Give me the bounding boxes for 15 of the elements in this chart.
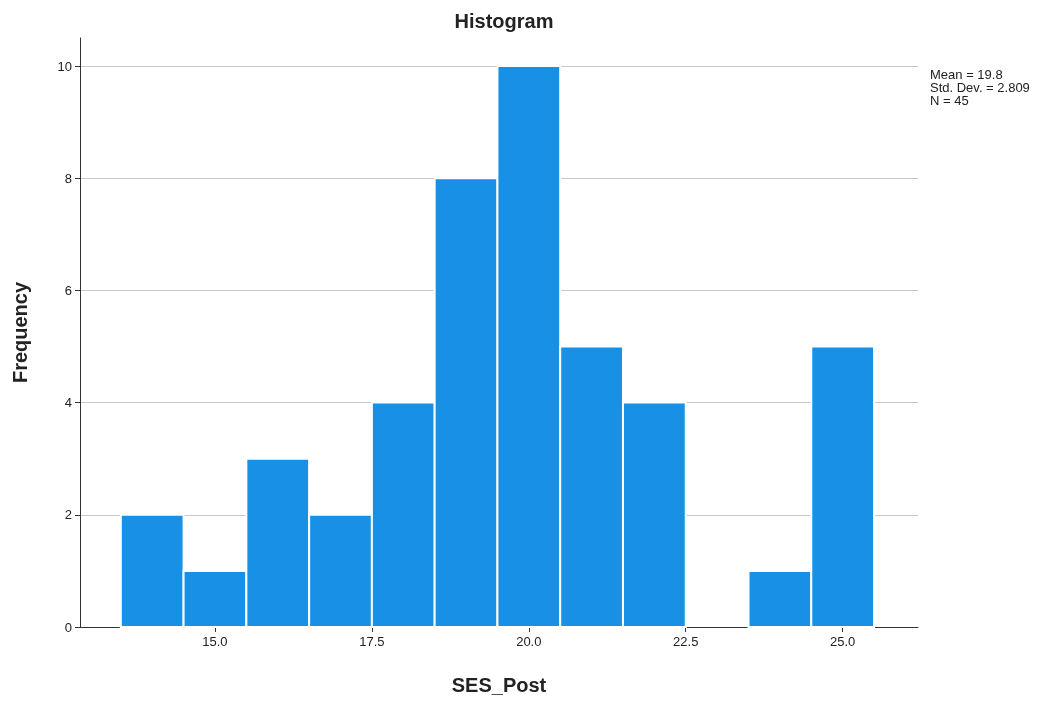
y-axis-title: Frequency	[9, 281, 31, 384]
x-tick-label: 17.5	[359, 634, 385, 649]
y-tick-label: 8	[64, 170, 72, 186]
chart-title: Histogram	[454, 10, 554, 32]
x-tick-label: 25.0	[830, 634, 856, 649]
x-tick-label: 20.0	[516, 634, 542, 649]
x-tick-label: 22.5	[673, 634, 699, 649]
x-tick-label: 15.0	[202, 634, 228, 649]
y-tick-label: 0	[64, 619, 72, 635]
y-tick-label: 10	[57, 58, 72, 74]
y-tick-label: 6	[64, 282, 72, 298]
text: Mean = 19.8 Std. Dev. = 2.809 N = 45	[930, 67, 1030, 108]
y-tick-label: 4	[64, 395, 72, 411]
y-tick-label: 2	[64, 507, 72, 523]
x-axis-title: SES_Post	[451, 674, 547, 696]
